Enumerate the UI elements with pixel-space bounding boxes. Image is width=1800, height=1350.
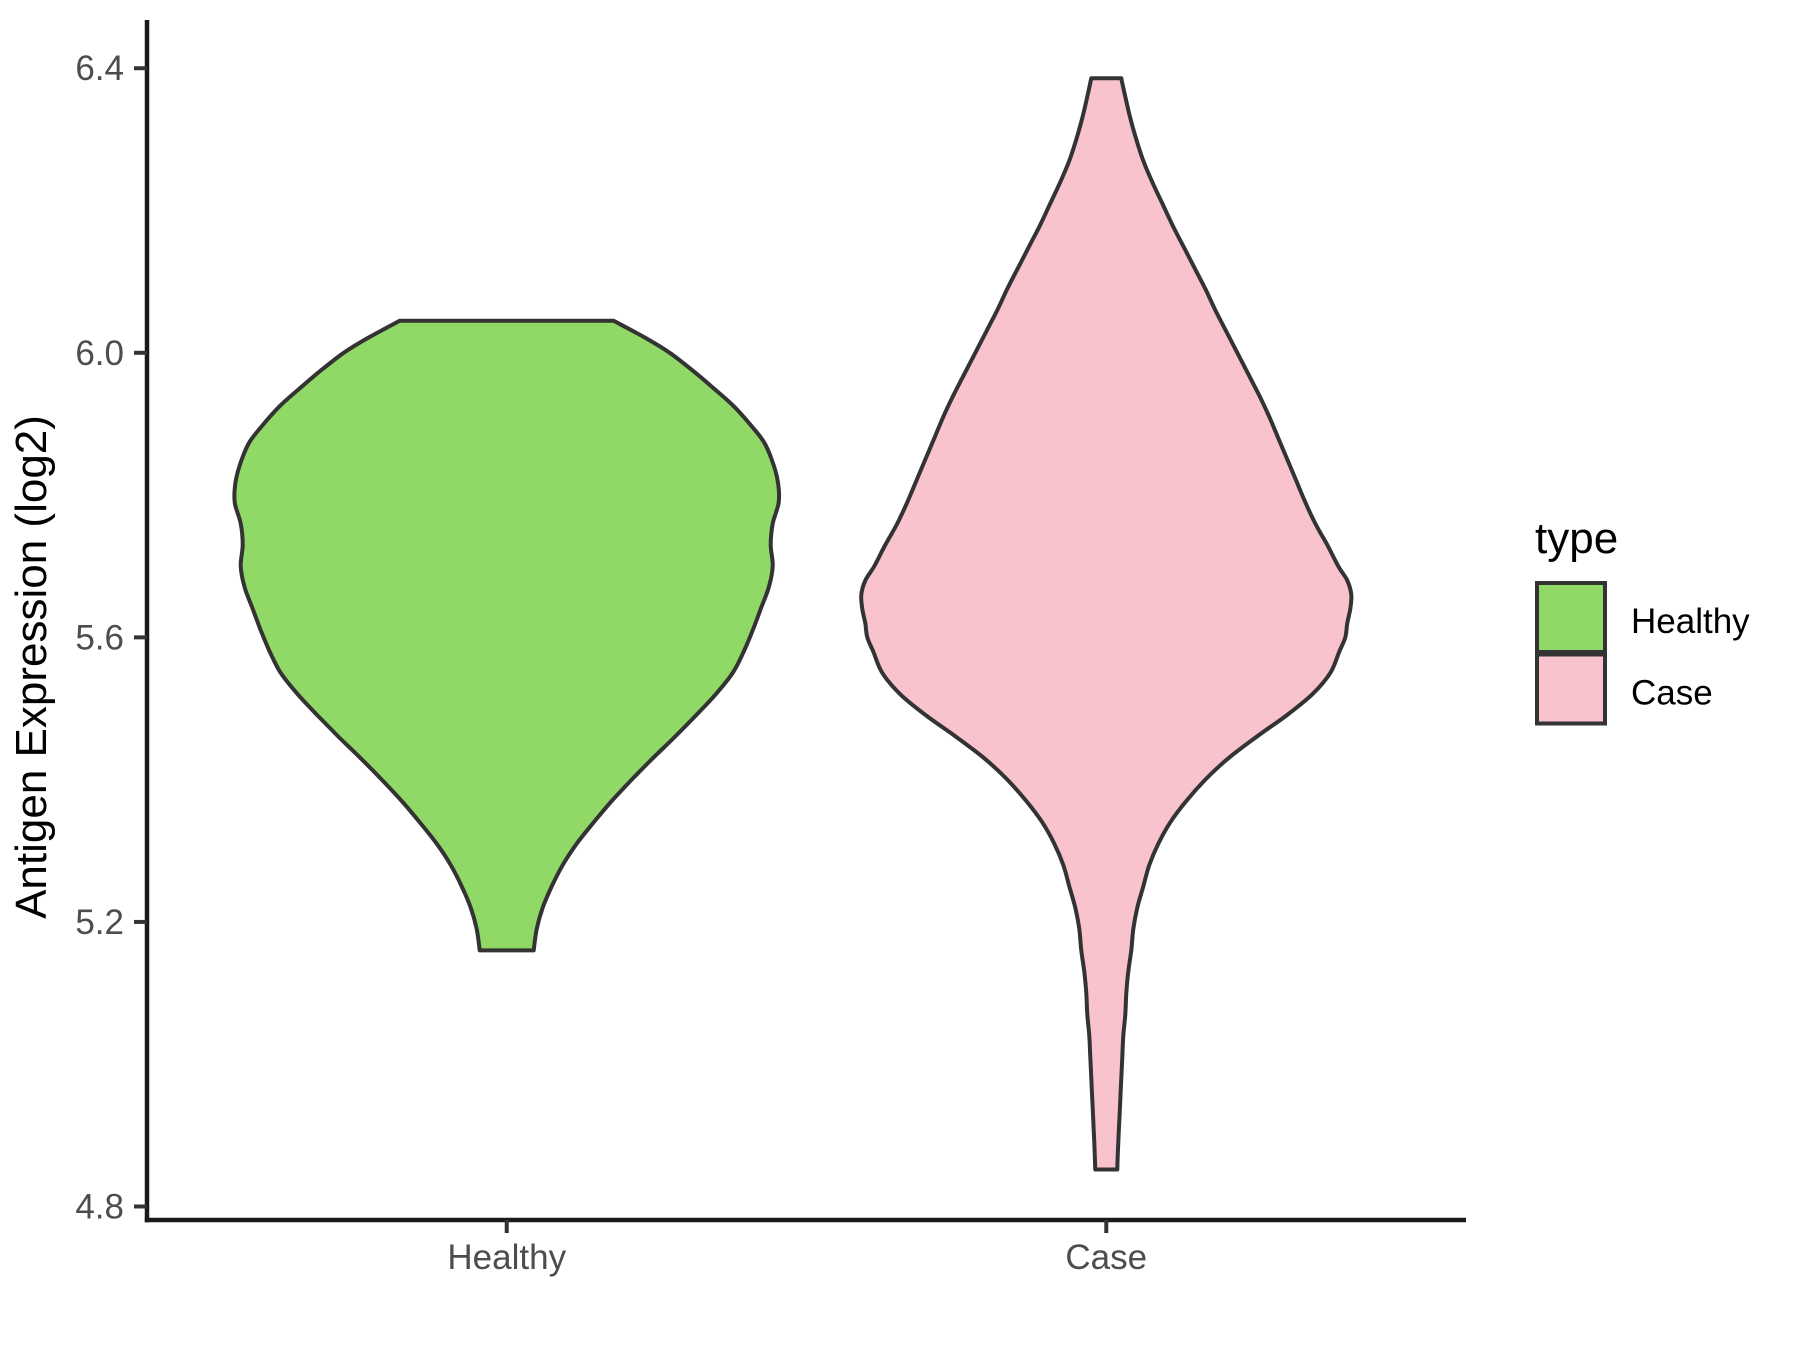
x-tick-label: Healthy xyxy=(447,1238,566,1277)
y-tick-label: 5.6 xyxy=(75,618,124,657)
legend-label-case: Case xyxy=(1631,674,1713,713)
legend-label-healthy: Healthy xyxy=(1631,602,1750,641)
violin-case xyxy=(859,76,1354,1172)
x-axis: Healthy Case xyxy=(144,1217,1466,1277)
legend-title: type xyxy=(1535,514,1618,563)
x-tick-label: Case xyxy=(1065,1238,1147,1277)
y-tick-label: 5.2 xyxy=(75,903,124,942)
violin-shapes xyxy=(232,76,1354,1172)
y-tick-label: 4.8 xyxy=(75,1187,124,1226)
legend-items: Healthy Case xyxy=(1535,581,1750,726)
y-tick-label: 6.4 xyxy=(75,49,124,88)
y-tick-label: 6.0 xyxy=(75,334,124,373)
legend: type Healthy Case xyxy=(1535,514,1750,726)
y-axis: 4.8 5.2 5.6 6.0 6.4 xyxy=(75,20,150,1226)
legend-key-case xyxy=(1535,652,1607,726)
y-axis-title: Antigen Expression (log2) xyxy=(7,415,56,919)
violin-healthy xyxy=(232,318,782,953)
legend-key-healthy xyxy=(1535,581,1607,654)
